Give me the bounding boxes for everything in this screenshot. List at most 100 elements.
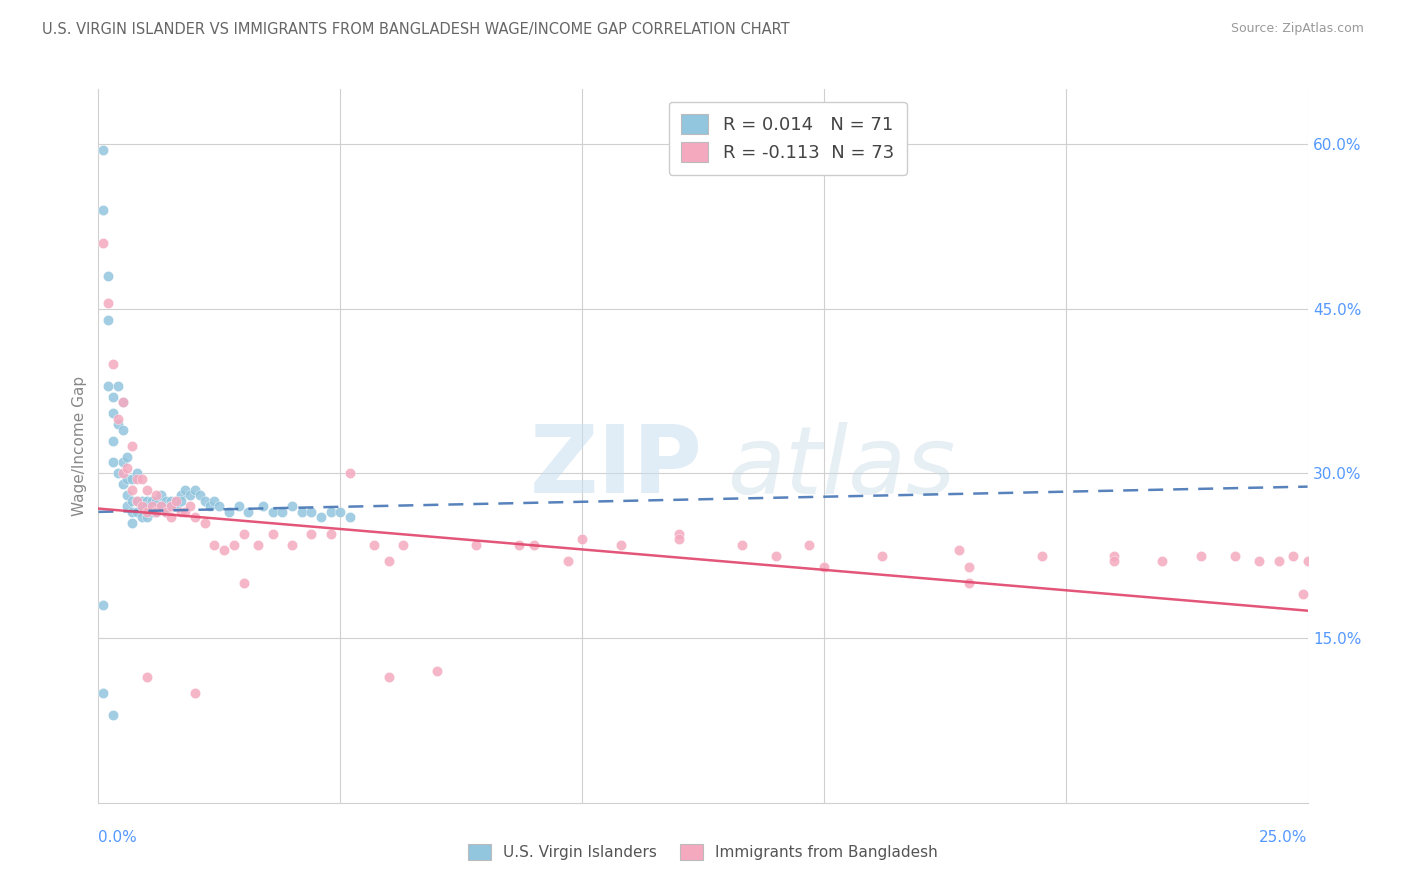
Point — [319, 526, 342, 541]
Point — [135, 505, 157, 519]
Point — [97, 268, 120, 283]
Point — [319, 505, 342, 519]
Text: 25.0%: 25.0% — [1260, 830, 1308, 845]
Point — [97, 378, 120, 392]
Point — [127, 494, 149, 508]
Point — [155, 505, 177, 519]
Point — [135, 494, 157, 508]
Legend: U.S. Virgin Islanders, Immigrants from Bangladesh: U.S. Virgin Islanders, Immigrants from B… — [463, 838, 943, 866]
Text: atlas: atlas — [727, 422, 956, 513]
Point — [208, 500, 231, 514]
Point — [765, 549, 787, 563]
Point — [127, 505, 149, 519]
Point — [111, 423, 134, 437]
Point — [1292, 587, 1315, 601]
Point — [204, 538, 226, 552]
Point — [377, 554, 399, 568]
Text: Source: ZipAtlas.com: Source: ZipAtlas.com — [1230, 22, 1364, 36]
Point — [160, 500, 183, 514]
Point — [101, 455, 124, 469]
Point — [111, 455, 134, 469]
Point — [339, 467, 361, 481]
Point — [141, 500, 163, 514]
Point — [179, 500, 201, 514]
Point — [238, 505, 260, 519]
Point — [194, 516, 217, 530]
Point — [141, 505, 163, 519]
Point — [169, 488, 191, 502]
Point — [111, 395, 134, 409]
Point — [668, 533, 690, 547]
Point — [571, 533, 593, 547]
Point — [150, 488, 173, 502]
Point — [1282, 549, 1305, 563]
Point — [131, 510, 153, 524]
Point — [194, 494, 217, 508]
Point — [957, 576, 980, 591]
Point — [91, 598, 114, 612]
Point — [948, 543, 970, 558]
Point — [1267, 554, 1289, 568]
Point — [121, 516, 143, 530]
Point — [107, 411, 129, 425]
Point — [1031, 549, 1053, 563]
Point — [668, 526, 690, 541]
Point — [97, 296, 120, 310]
Point — [135, 510, 157, 524]
Point — [1152, 554, 1174, 568]
Point — [117, 461, 139, 475]
Point — [131, 472, 153, 486]
Point — [107, 467, 129, 481]
Point — [281, 500, 304, 514]
Point — [377, 669, 399, 683]
Point — [1102, 554, 1125, 568]
Point — [557, 554, 579, 568]
Point — [111, 395, 134, 409]
Point — [155, 505, 177, 519]
Point — [426, 664, 449, 678]
Point — [111, 477, 134, 491]
Text: 0.0%: 0.0% — [98, 830, 138, 845]
Point — [135, 483, 157, 497]
Point — [117, 450, 139, 464]
Point — [957, 559, 980, 574]
Point — [111, 467, 134, 481]
Point — [188, 488, 211, 502]
Point — [155, 494, 177, 508]
Point — [247, 538, 270, 552]
Point — [145, 488, 167, 502]
Point — [145, 494, 167, 508]
Point — [101, 406, 124, 420]
Point — [97, 312, 120, 326]
Point — [299, 526, 322, 541]
Point — [299, 505, 322, 519]
Point — [160, 500, 183, 514]
Point — [1249, 554, 1271, 568]
Point — [174, 483, 197, 497]
Point — [131, 500, 153, 514]
Point — [271, 505, 294, 519]
Point — [135, 669, 157, 683]
Point — [392, 538, 415, 552]
Point — [1189, 549, 1212, 563]
Point — [145, 505, 167, 519]
Point — [1102, 549, 1125, 563]
Point — [309, 510, 332, 524]
Point — [131, 500, 153, 514]
Point — [184, 483, 207, 497]
Text: U.S. VIRGIN ISLANDER VS IMMIGRANTS FROM BANGLADESH WAGE/INCOME GAP CORRELATION C: U.S. VIRGIN ISLANDER VS IMMIGRANTS FROM … — [42, 22, 790, 37]
Point — [232, 576, 254, 591]
Point — [329, 505, 352, 519]
Point — [870, 549, 893, 563]
Text: ZIP: ZIP — [530, 421, 703, 514]
Point — [150, 500, 173, 514]
Point — [731, 538, 754, 552]
Point — [204, 494, 226, 508]
Point — [160, 494, 183, 508]
Point — [610, 538, 633, 552]
Point — [121, 483, 143, 497]
Point — [339, 510, 361, 524]
Point — [184, 686, 207, 700]
Point — [508, 538, 530, 552]
Point — [1296, 554, 1319, 568]
